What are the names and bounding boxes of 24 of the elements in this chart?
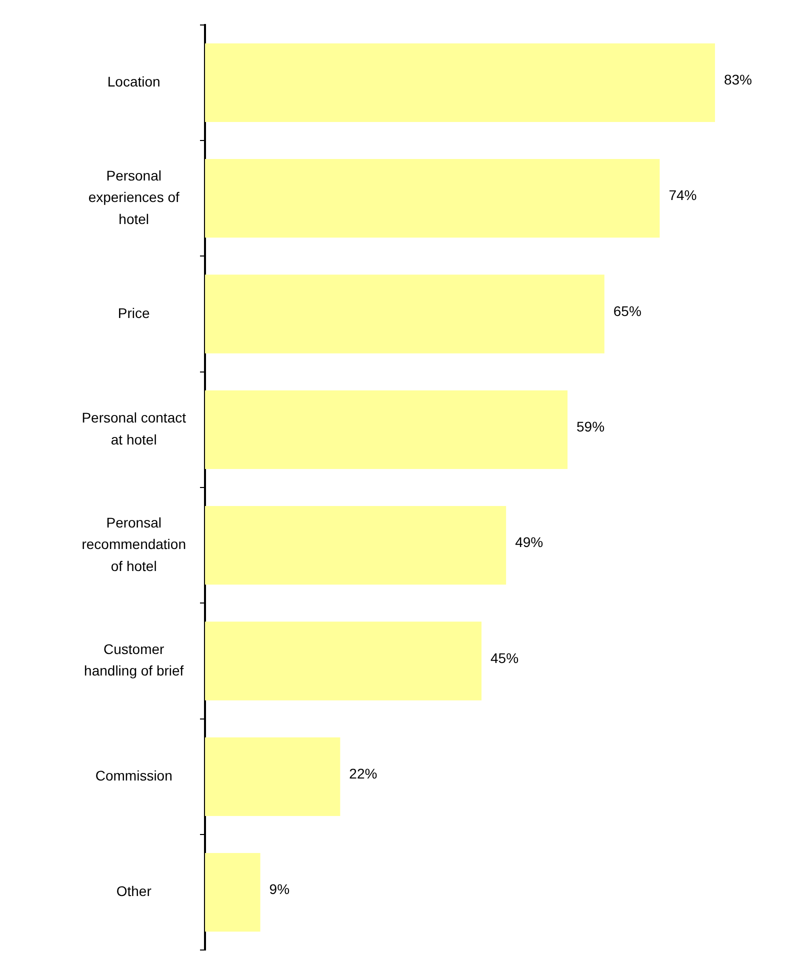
bar <box>205 852 260 932</box>
y-tick-label: Other <box>116 883 152 900</box>
bar <box>205 43 715 122</box>
y-tick-label: Commission <box>95 768 172 784</box>
data-label: 22% <box>349 766 378 782</box>
data-label: 65% <box>613 302 642 319</box>
data-label: 83% <box>724 72 752 88</box>
y-tick-label: Peronsal recommendation of hotel <box>82 514 186 574</box>
data-label: 45% <box>490 650 519 666</box>
data-label: 74% <box>668 187 697 204</box>
bar <box>205 159 660 238</box>
bar <box>205 622 482 700</box>
data-label: 49% <box>515 534 544 550</box>
y-tick-label: Location <box>107 74 160 90</box>
bar <box>205 274 604 354</box>
data-label: 59% <box>576 418 605 435</box>
bar <box>205 506 506 585</box>
bar <box>205 390 568 469</box>
bar <box>205 737 340 816</box>
data-label: 9% <box>269 881 290 898</box>
y-tick-label: Customer handling of brief <box>84 641 184 679</box>
y-tick-label: Personal experiences of hotel <box>88 168 180 227</box>
y-tick-label: Personal contact at hotel <box>82 410 186 448</box>
y-tick-label: Price <box>118 304 150 321</box>
